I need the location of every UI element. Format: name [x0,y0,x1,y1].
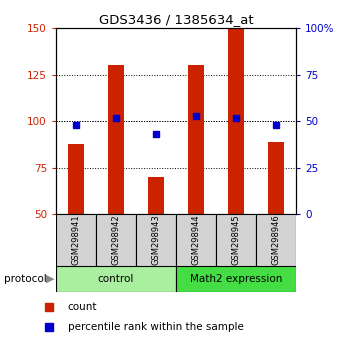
Bar [176,214,216,266]
Text: ▶: ▶ [45,274,54,284]
Bar [176,266,296,292]
Bar [256,214,296,266]
Bar [136,214,176,266]
Text: Math2 expression: Math2 expression [190,274,282,284]
Text: GSM298945: GSM298945 [231,215,240,265]
Text: protocol: protocol [4,274,46,284]
Bar [228,28,244,214]
Text: count: count [68,302,97,312]
Bar [96,214,136,266]
Text: GSM298943: GSM298943 [152,215,161,265]
Bar [56,266,176,292]
Text: GSM298942: GSM298942 [112,215,121,265]
Bar [56,214,96,266]
Bar [68,143,84,214]
Text: GSM298944: GSM298944 [191,215,200,265]
Text: GSM298946: GSM298946 [271,215,280,265]
Bar [148,177,164,214]
Bar [188,65,204,214]
Bar [216,214,256,266]
Text: GSM298941: GSM298941 [71,215,81,265]
Text: percentile rank within the sample: percentile rank within the sample [68,322,244,332]
Bar [108,65,124,214]
Title: GDS3436 / 1385634_at: GDS3436 / 1385634_at [99,13,253,26]
Bar [268,142,284,214]
Text: control: control [98,274,134,284]
